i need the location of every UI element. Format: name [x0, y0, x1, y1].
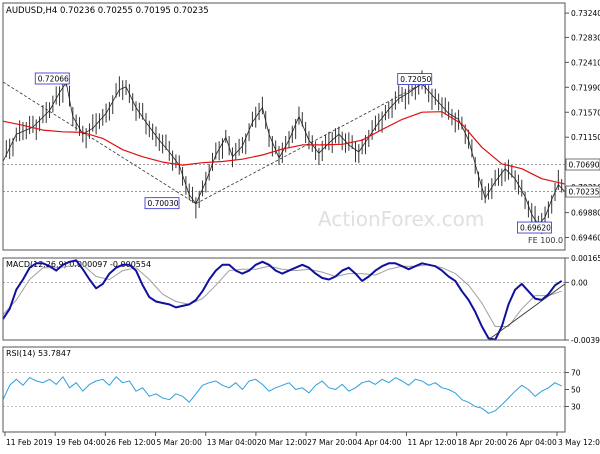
price-ytick-label: 0.71570 — [571, 108, 600, 117]
rsi-lines: 30 50 70 — [2, 369, 581, 414]
price-series-line — [2, 82, 566, 225]
x-tick-label: 26 Feb 12:00 — [106, 438, 155, 447]
macd-main-line — [2, 259, 563, 341]
panel-frame — [2, 2, 566, 251]
fe-label: FE 100.0 — [528, 236, 563, 245]
rsi-ytick-label: 30 — [571, 403, 581, 412]
watermark: ActionForex.com — [318, 207, 484, 231]
price-annotations: 0.72066 0.70030 0.72050 0.69620 0.70690 0.702… — [34, 72, 600, 234]
x-tick-label: 3 May 12:00 — [558, 438, 600, 447]
annotation-box — [34, 72, 70, 85]
annotation-label: 0.72066 — [38, 75, 69, 84]
annotation-box — [517, 221, 552, 234]
right-price-box — [565, 158, 600, 171]
x-tick-label: 20 Mar 12:00 — [257, 438, 307, 447]
x-axis: 11 Feb 2019 19 Feb 04:00 26 Feb 12:00 5 Mar… — [4, 432, 600, 447]
price-ytick-label: 0.73240 — [571, 9, 600, 18]
rsi-ytick-label: 50 — [571, 386, 581, 395]
annotation-label: 0.70030 — [147, 199, 178, 208]
price-static: ActionForex.com AUDUSD,H4 0.70236 0.7025… — [6, 6, 563, 245]
price-title: AUDUSD,H4 0.70236 0.70255 0.70195 0.7023… — [6, 6, 209, 16]
price-ytick-label: 0.72410 — [571, 58, 600, 67]
price-ytick-label: 0.71990 — [571, 83, 600, 92]
price-ytick-label: 0.71150 — [571, 133, 600, 142]
annotation-label: 0.72050 — [400, 75, 431, 84]
trendline-down — [2, 81, 197, 205]
x-tick-label: 26 Apr 04:00 — [508, 438, 557, 447]
annotation-box — [144, 197, 180, 210]
macd-lines: 0.001659 0.00 -0.003922 — [2, 254, 600, 345]
price-ytick-label: 0.69460 — [571, 234, 600, 243]
macd-ytick-label: -0.003922 — [571, 336, 600, 345]
price-ytick-label: 0.72830 — [571, 33, 600, 42]
x-tick-label: 4 Apr 04:00 — [357, 438, 401, 447]
x-tick-label: 11 Feb 2019 — [6, 438, 53, 447]
rsi-static: RSI(14) 53.7847 — [6, 349, 71, 358]
right-price-label: 0.70235 — [569, 188, 600, 197]
x-tick-label: 13 Mar 04:00 — [207, 438, 257, 447]
trendline-up — [195, 83, 423, 205]
x-tick-label: 27 Mar 20:00 — [307, 438, 357, 447]
right-price-box — [565, 185, 600, 198]
annotation-label: 0.69620 — [520, 224, 551, 233]
macd-trendline — [488, 283, 566, 341]
price-lines — [2, 70, 566, 235]
macd-signal-line — [2, 264, 562, 327]
panel-frame — [2, 257, 566, 341]
x-tick-label: 19 Feb 04:00 — [56, 438, 105, 447]
rsi-ytick-label: 70 — [571, 369, 581, 378]
x-tick-label: 11 Apr 12:00 — [407, 438, 456, 447]
x-tick-label: 18 Apr 20:00 — [458, 438, 507, 447]
macd-ytick-label: 0.001659 — [571, 254, 600, 263]
right-price-label: 0.70690 — [569, 161, 600, 170]
macd-ytick-label: 0.00 — [571, 278, 588, 287]
frames — [2, 2, 566, 433]
x-tick-label: 5 Mar 20:00 — [157, 438, 203, 447]
moving-average-line — [2, 111, 566, 185]
panel-frame — [2, 346, 566, 433]
rsi-title: RSI(14) 53.7847 — [6, 349, 71, 358]
price-ytick-label: 0.69880 — [571, 209, 600, 218]
rsi-line — [2, 376, 562, 414]
annotation-box — [397, 73, 433, 85]
